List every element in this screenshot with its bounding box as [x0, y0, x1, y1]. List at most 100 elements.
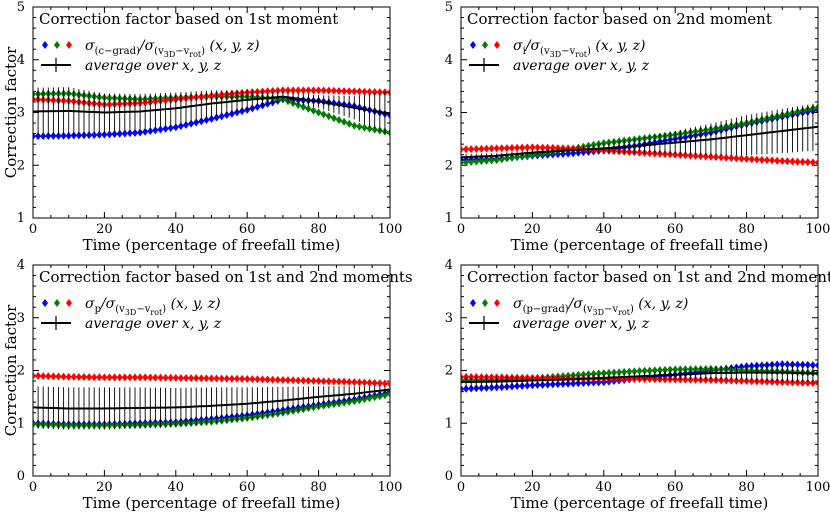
data-point — [544, 143, 551, 152]
data-point — [549, 380, 556, 389]
data-point — [774, 377, 781, 386]
data-point — [473, 384, 480, 393]
x-tick-label: 100 — [378, 480, 403, 495]
data-point — [549, 143, 556, 152]
data-point — [509, 382, 515, 391]
data-point — [60, 372, 67, 381]
data-point — [208, 114, 215, 123]
data-point — [514, 382, 521, 391]
average-line — [33, 388, 390, 410]
data-point — [239, 374, 246, 383]
data-point — [325, 377, 332, 386]
data-point — [468, 157, 475, 166]
data-point — [544, 380, 551, 389]
data-point — [461, 372, 464, 381]
legend-marker — [482, 41, 488, 49]
data-point — [269, 375, 276, 384]
data-point — [682, 151, 689, 160]
chart-title: Correction factor based on 1st moment — [39, 10, 338, 28]
data-point — [509, 153, 515, 162]
data-point — [91, 130, 98, 139]
data-point — [794, 157, 801, 166]
data-point — [188, 374, 195, 383]
data-point — [478, 144, 485, 153]
y-tick-label: 0 — [445, 469, 453, 484]
data-point — [728, 376, 735, 385]
data-point — [387, 88, 390, 97]
data-point — [341, 87, 348, 96]
x-tick-label: 20 — [524, 480, 541, 495]
data-point — [692, 375, 699, 384]
legend-marker — [482, 299, 488, 307]
data-point — [101, 130, 108, 139]
data-point — [346, 377, 353, 386]
y-tick-label: 3 — [445, 106, 453, 121]
data-point — [86, 131, 93, 140]
data-point — [461, 158, 464, 167]
data-point — [81, 373, 87, 382]
data-point — [733, 376, 740, 385]
data-point — [346, 87, 353, 96]
data-point — [534, 143, 541, 152]
data-point — [529, 143, 536, 152]
data-point — [132, 128, 138, 137]
data-point — [310, 106, 317, 115]
data-point — [804, 378, 811, 387]
x-tick-label: 0 — [457, 480, 465, 495]
data-point — [33, 371, 36, 380]
data-point — [35, 371, 42, 380]
data-point — [677, 151, 684, 160]
data-point — [193, 118, 200, 127]
y-tick-label: 4 — [445, 258, 453, 273]
data-point — [116, 373, 123, 382]
data-point — [565, 149, 572, 158]
data-point — [50, 131, 57, 140]
data-point — [330, 86, 337, 95]
data-point — [310, 86, 317, 95]
x-tick-label: 40 — [596, 480, 613, 495]
y-axis-label: Correction factor — [2, 46, 20, 178]
data-point — [758, 377, 765, 386]
data-point — [315, 377, 322, 386]
data-point — [228, 109, 235, 118]
data-point — [315, 86, 322, 95]
data-point — [361, 395, 368, 404]
data-point — [718, 376, 725, 385]
y-tick-label: 2 — [17, 364, 25, 379]
data-point — [320, 110, 327, 119]
data-point — [672, 150, 679, 159]
y-tick-label: 2 — [445, 158, 453, 173]
legend-marker — [54, 41, 60, 49]
data-point — [815, 158, 818, 167]
legend-marker — [494, 41, 500, 49]
data-point — [748, 377, 755, 386]
data-point — [473, 157, 480, 166]
average-line — [461, 125, 818, 159]
data-point — [33, 90, 36, 99]
data-point — [570, 379, 577, 388]
data-point — [198, 117, 205, 126]
data-point — [524, 143, 531, 152]
data-point — [672, 365, 679, 374]
data-point — [244, 374, 251, 383]
data-point — [162, 124, 169, 133]
data-point — [463, 158, 470, 167]
data-point — [809, 379, 816, 388]
chart-panel-2: 0 20 40 60 80 100 1 2 3 4 5 Time (percentage of fre… — [445, 0, 830, 254]
data-point — [539, 380, 546, 389]
data-point — [764, 377, 770, 386]
data-point — [461, 145, 464, 154]
x-tick-label: 60 — [667, 480, 684, 495]
series-average-over-x-y-z — [33, 87, 390, 137]
data-point — [234, 374, 240, 383]
data-point — [361, 123, 368, 132]
data-point — [336, 116, 342, 125]
data-point — [371, 88, 378, 97]
x-tick-label: 100 — [378, 222, 403, 237]
data-point — [815, 103, 818, 112]
data-point — [40, 372, 47, 381]
data-point — [121, 373, 128, 382]
legend: Correction factor based on 1st and 2nd m… — [39, 268, 413, 332]
legend-average-label: average over x, y, z — [85, 58, 222, 74]
legend-marker — [66, 299, 72, 307]
